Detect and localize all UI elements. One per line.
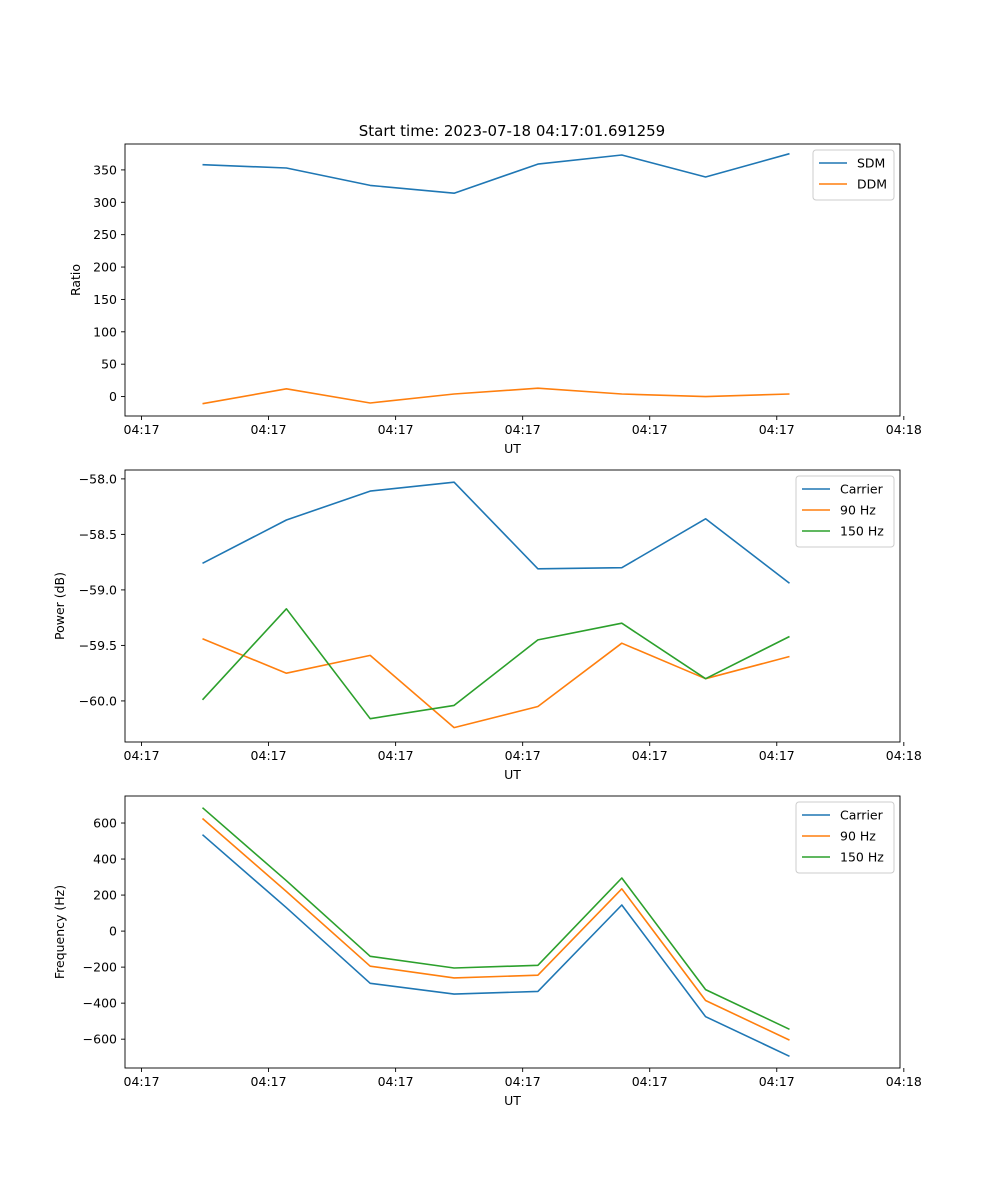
x-tick-label: 04:17	[632, 1074, 668, 1089]
x-axis-label: UT	[504, 767, 521, 782]
x-tick-label: 04:18	[886, 422, 922, 437]
axes-frame	[124, 469, 901, 743]
y-axis-label: Frequency (Hz)	[52, 885, 67, 979]
x-tick-label: 04:17	[759, 1074, 795, 1089]
legend-label: Carrier	[840, 482, 884, 497]
series-line-carrier	[201, 834, 790, 1058]
y-tick-label: 0	[109, 924, 117, 939]
legend-label: 90 Hz	[840, 503, 876, 518]
series-line-150-hz	[201, 807, 790, 1031]
y-tick-label: 100	[93, 324, 117, 339]
x-tick-label: 04:17	[124, 422, 160, 437]
y-tick-label: −59.5	[79, 638, 117, 653]
legend: Carrier 90 Hz 150 Hz	[795, 801, 895, 874]
series-line-sdm	[202, 152, 790, 194]
x-tick-label: 04:18	[886, 748, 922, 763]
x-tick-label: 04:17	[124, 1074, 160, 1089]
series-line-150-hz	[201, 607, 790, 720]
y-tick-label: 250	[93, 227, 117, 242]
y-tick-label: −58.0	[79, 471, 117, 486]
y-tick-label: −600	[83, 1032, 117, 1047]
legend-label: 150 Hz	[840, 850, 884, 865]
y-tick-label: 600	[93, 816, 117, 831]
x-tick-label: 04:17	[632, 422, 668, 437]
x-tick-label: 04:17	[378, 1074, 414, 1089]
series-line-carrier	[202, 481, 790, 584]
x-axis-label: UT	[504, 441, 521, 456]
y-tick-label: 0	[109, 389, 117, 404]
subplot-1: 04:17 04:17 04:17 04:17 04:17 04:17 04:18 0 50 10…	[68, 143, 922, 456]
legend-label: 150 Hz	[840, 524, 884, 539]
y-tick-label: 200	[93, 888, 117, 903]
series-line-ddm	[202, 387, 790, 405]
x-tick-label: 04:17	[251, 1074, 287, 1089]
x-tick-label: 04:17	[251, 422, 287, 437]
subplots: 04:17 04:17 04:17 04:17 04:17 04:17 04:18 0 50 10…	[52, 143, 922, 1108]
legend-label: SDM	[857, 156, 885, 171]
y-tick-label: −60.0	[79, 693, 117, 708]
y-tick-label: 400	[93, 852, 117, 867]
y-tick-label: 300	[93, 195, 117, 210]
x-tick-label: 04:17	[378, 422, 414, 437]
y-tick-label: 150	[93, 292, 117, 307]
y-tick-label: 200	[93, 260, 117, 275]
x-tick-label: 04:18	[886, 1074, 922, 1089]
legend-label: 90 Hz	[840, 829, 876, 844]
legend-box	[795, 475, 895, 548]
axes-frame	[124, 795, 901, 1069]
x-tick-label: 04:17	[759, 748, 795, 763]
y-tick-label: −59.0	[79, 582, 117, 597]
y-tick-label: −400	[83, 996, 117, 1011]
y-axis-label: Ratio	[68, 264, 83, 296]
legend-label: DDM	[857, 177, 887, 192]
x-tick-label: 04:17	[505, 1074, 541, 1089]
x-tick-label: 04:17	[124, 748, 160, 763]
legend-label: Carrier	[840, 808, 884, 823]
x-tick-label: 04:17	[759, 422, 795, 437]
legend: SDM DDM	[812, 149, 895, 201]
y-tick-label: −58.5	[79, 527, 117, 542]
x-tick-label: 04:17	[505, 422, 541, 437]
x-tick-label: 04:17	[251, 748, 287, 763]
x-axis-label: UT	[504, 1093, 521, 1108]
x-tick-label: 04:17	[378, 748, 414, 763]
subplot-3: 04:17 04:17 04:17 04:17 04:17 04:17 04:18 600 40…	[52, 795, 922, 1108]
y-tick-label: 350	[93, 162, 117, 177]
x-tick-label: 04:17	[632, 748, 668, 763]
y-tick-label: 50	[101, 357, 117, 372]
x-tick-label: 04:17	[505, 748, 541, 763]
legend: Carrier 90 Hz 150 Hz	[795, 475, 895, 548]
axes-frame	[124, 143, 901, 417]
subplot-2: 04:17 04:17 04:17 04:17 04:17 04:17 04:18 −58.0…	[52, 469, 922, 782]
series-line-90-hz	[202, 638, 790, 729]
series-line-90-hz	[201, 817, 790, 1041]
figure-title: Start time: 2023-07-18 04:17:01.691259	[359, 122, 665, 140]
legend-box	[795, 801, 895, 874]
y-tick-label: −200	[83, 960, 117, 975]
y-axis-label: Power (dB)	[52, 572, 67, 640]
